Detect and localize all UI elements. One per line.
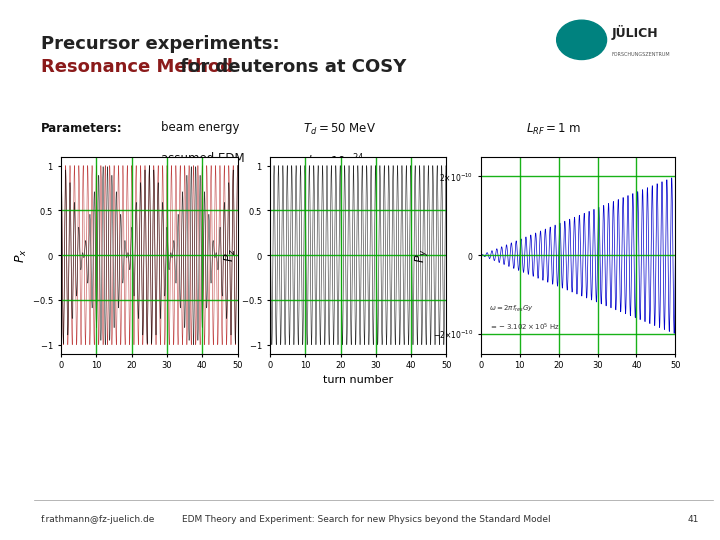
Text: $L_{RF} = 1$ m: $L_{RF} = 1$ m [526, 122, 581, 137]
Text: JÜLICH: JÜLICH [612, 25, 659, 40]
Text: $\omega = 2\pi f_{res} Gy$: $\omega = 2\pi f_{res} Gy$ [489, 303, 534, 314]
Text: Resonance Method: Resonance Method [41, 58, 233, 76]
Text: 41: 41 [688, 515, 699, 524]
Text: Parameters:: Parameters: [41, 122, 123, 134]
Text: assumed EDM: assumed EDM [161, 152, 245, 165]
Y-axis label: $P_x$: $P_x$ [14, 248, 30, 262]
Text: $T_d = 50$ MeV: $T_d = 50$ MeV [303, 122, 376, 137]
Ellipse shape [557, 20, 606, 59]
Y-axis label: $P_z$: $P_z$ [223, 248, 238, 262]
Text: $d_a = 10^{-24}$ e·cm: $d_a = 10^{-24}$ e·cm [303, 152, 397, 171]
Text: $= -3.102 \times 10^5$ Hz: $= -3.102 \times 10^5$ Hz [489, 321, 559, 333]
Text: for deuterons at COSY: for deuterons at COSY [174, 58, 407, 76]
Text: Precursor experiments:: Precursor experiments: [41, 35, 280, 53]
Text: EDM Theory and Experiment: Search for new Physics beyond the Standard Model: EDM Theory and Experiment: Search for ne… [182, 515, 551, 524]
Text: FORSCHUNGSZENTRUM: FORSCHUNGSZENTRUM [612, 52, 670, 57]
Text: beam energy: beam energy [161, 122, 240, 134]
Text: f.rathmann@fz-juelich.de: f.rathmann@fz-juelich.de [41, 515, 156, 524]
X-axis label: turn number: turn number [323, 375, 393, 384]
Text: E-field: E-field [161, 183, 199, 196]
Text: 30 kV/cm: 30 kV/cm [303, 183, 358, 196]
Y-axis label: $P_y$: $P_y$ [413, 248, 430, 262]
Text: EDM effect accumulates in $P_y$: EDM effect accumulates in $P_y$ [232, 414, 506, 438]
